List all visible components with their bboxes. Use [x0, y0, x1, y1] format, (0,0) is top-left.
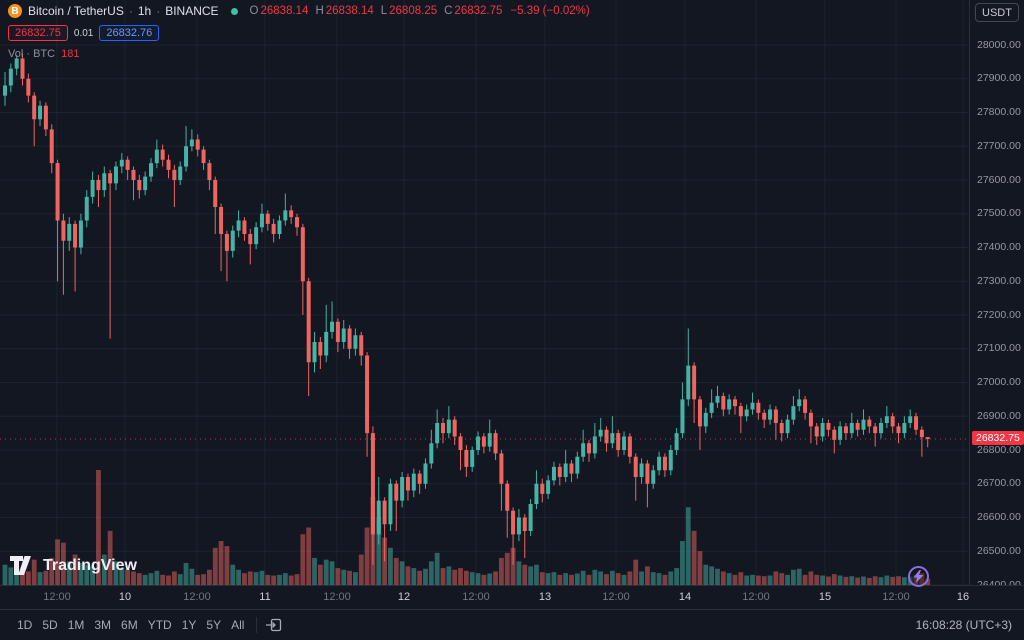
- time-tick-label: 10: [118, 591, 132, 603]
- time-tick-label: 12:00: [462, 591, 490, 603]
- toolbar-divider: [256, 617, 258, 633]
- time-tick-label: 14: [678, 591, 692, 603]
- watermark-label: TradingView: [43, 556, 137, 574]
- range-button-1y[interactable]: 1Y: [181, 618, 197, 632]
- close-value: 26832.75: [454, 5, 503, 17]
- range-button-1d[interactable]: 1D: [17, 618, 33, 632]
- ohlc-values: O 26838.14 H 26838.14 L 26808.25 C 26832…: [243, 5, 590, 17]
- buy-button[interactable]: 26832.76: [99, 25, 160, 41]
- price-tick-label: 27600.00: [977, 173, 1021, 186]
- range-button-all[interactable]: All: [231, 618, 245, 632]
- separator: ·: [128, 4, 133, 18]
- grid-layer: [0, 0, 970, 585]
- candles-layer: [3, 53, 930, 565]
- volume-indicator-label: Vol · BTC: [8, 48, 56, 60]
- clock[interactable]: 16:08:28 (UTC+3): [915, 618, 1012, 632]
- time-axis[interactable]: 12:00 10 12:00 11 12:00 12 12:00 13 12:00 14 12:00…: [0, 585, 1024, 609]
- price-tick-label: 27800.00: [977, 106, 1021, 118]
- separator: ·: [156, 4, 161, 18]
- go-to-date-button[interactable]: [264, 616, 284, 634]
- price-tick-label: 27900.00: [977, 72, 1021, 85]
- price-tick-label: 27700.00: [977, 139, 1021, 152]
- change-value: −5.39 (−0.02%): [510, 5, 590, 17]
- price-tick-label: 27200.00: [977, 308, 1021, 321]
- time-tick-label: 16: [956, 591, 970, 603]
- time-tick-label: 13: [538, 591, 552, 603]
- range-button-ytd[interactable]: YTD: [147, 618, 172, 632]
- range-button-5y[interactable]: 5Y: [206, 618, 222, 632]
- lightning-icon: [913, 570, 924, 583]
- range-button-6m[interactable]: 6M: [121, 618, 138, 632]
- time-tick-label: 12:00: [183, 591, 211, 603]
- sell-button[interactable]: 26832.75: [8, 25, 68, 41]
- high-value: 26838.14: [325, 5, 374, 17]
- time-tick-label: 12:00: [602, 591, 630, 603]
- lightning-button[interactable]: [908, 566, 929, 587]
- time-tick-label: 12:00: [323, 591, 351, 603]
- price-tick-label: 26800.00: [977, 443, 1021, 456]
- exchange-label[interactable]: BINANCE: [165, 4, 219, 18]
- bitcoin-logo-icon: B: [8, 4, 22, 18]
- range-button-5d[interactable]: 5D: [42, 618, 58, 632]
- time-tick-label: 12: [397, 591, 411, 603]
- time-tick-label: 15: [818, 591, 832, 603]
- open-value: 26838.14: [260, 5, 309, 17]
- price-chart[interactable]: [0, 0, 970, 585]
- currency-toggle-button[interactable]: USDT: [975, 3, 1019, 22]
- range-button-1m[interactable]: 1M: [67, 618, 85, 632]
- price-tick-label: 28000.00: [977, 38, 1021, 51]
- time-tick-label: 11: [259, 591, 271, 603]
- interval-label[interactable]: 1h: [137, 4, 152, 18]
- price-tick-label: 26700.00: [977, 477, 1021, 490]
- price-tick-label: 27000.00: [977, 376, 1021, 388]
- volume-indicator[interactable]: Vol · BTC 181: [8, 48, 590, 60]
- price-tick-label: 26900.00: [977, 409, 1021, 422]
- price-tick-label: 26600.00: [977, 511, 1021, 523]
- price-tick-label: 27300.00: [977, 274, 1021, 287]
- price-tick-label: 26500.00: [977, 544, 1021, 557]
- close-label: C: [444, 5, 453, 17]
- volume-indicator-value: 181: [61, 48, 80, 60]
- time-tick-label: 12:00: [43, 591, 71, 603]
- open-label: O: [249, 5, 259, 17]
- price-axis[interactable]: 26832.75 28000.00 27900.00 27800.00 27700.0…: [969, 0, 1024, 591]
- price-tick-label: 27100.00: [977, 342, 1021, 355]
- symbol-title[interactable]: Bitcoin / TetherUS: [28, 4, 124, 18]
- tradingview-watermark: TradingView: [10, 556, 137, 575]
- volume-layer: [2, 470, 931, 585]
- spread-value: 0.01: [73, 27, 94, 39]
- range-button-3m[interactable]: 3M: [94, 618, 112, 632]
- market-status-icon[interactable]: [230, 7, 238, 15]
- chart-legend: B Bitcoin / TetherUS · 1h · BINANCE O 26…: [8, 0, 590, 60]
- bottom-toolbar: 1D 5D 1M 3M 6M YTD 1Y 5Y All 16:08:28 (U…: [0, 609, 1024, 640]
- price-tick-label: 27500.00: [977, 207, 1021, 220]
- time-tick-label: 12:00: [882, 591, 910, 603]
- tradingview-logo-icon: [10, 556, 36, 575]
- low-value: 26808.25: [389, 5, 438, 17]
- low-label: L: [380, 5, 388, 17]
- price-tick-label: 27400.00: [977, 241, 1021, 253]
- time-tick-label: 12:00: [742, 591, 770, 603]
- go-to-date-icon: [266, 618, 282, 632]
- last-price-tag: 26832.75: [972, 430, 1024, 445]
- high-label: H: [315, 5, 324, 17]
